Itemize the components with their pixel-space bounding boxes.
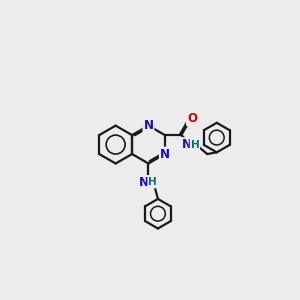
Text: H: H bbox=[190, 140, 199, 150]
Text: N: N bbox=[139, 176, 149, 189]
Text: H: H bbox=[148, 178, 157, 188]
Text: O: O bbox=[187, 112, 197, 125]
Text: N: N bbox=[182, 138, 192, 151]
Text: N: N bbox=[143, 119, 153, 132]
Text: N: N bbox=[160, 148, 170, 160]
